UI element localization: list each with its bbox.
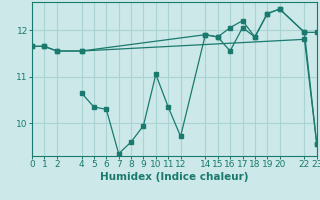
X-axis label: Humidex (Indice chaleur): Humidex (Indice chaleur) bbox=[100, 172, 249, 182]
